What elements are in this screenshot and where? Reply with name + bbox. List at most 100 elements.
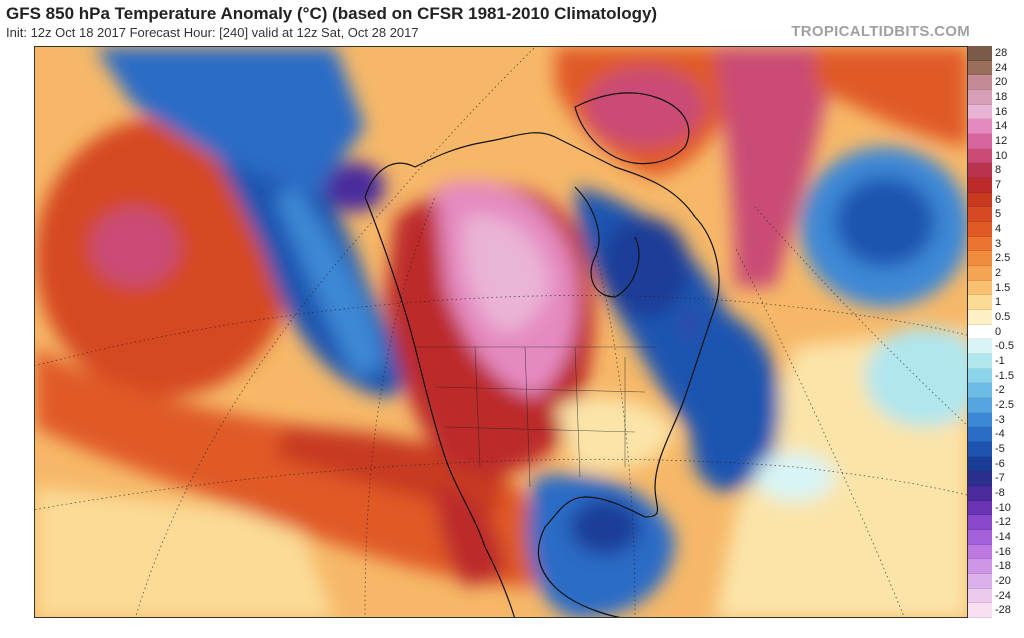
- coastlines: [364, 92, 720, 617]
- legend-label: 5: [995, 208, 1002, 221]
- legend-label: 0.5: [995, 311, 1011, 323]
- legend-label: -2.5: [995, 399, 1014, 411]
- legend-swatch: [968, 236, 992, 252]
- legend-label: 2.5: [995, 252, 1011, 265]
- anomaly-map[interactable]: [34, 46, 968, 618]
- legend-row: 7: [968, 178, 1022, 193]
- legend-swatch: [968, 75, 992, 90]
- legend-label: 0: [995, 325, 1002, 338]
- legend-label: 16: [995, 105, 1008, 118]
- legend-row: -14: [968, 530, 1022, 545]
- legend-swatch: [968, 559, 992, 574]
- legend-row: -28: [968, 603, 1022, 618]
- legend-row: -1: [968, 354, 1022, 369]
- legend-row: 1: [968, 295, 1022, 310]
- legend-row: 5: [968, 207, 1022, 222]
- legend-label: 1: [995, 296, 1002, 309]
- legend-label: -10: [995, 501, 1011, 514]
- legend-swatch: [968, 280, 992, 296]
- legend-row: -8: [968, 486, 1022, 501]
- legend-label: -1: [995, 355, 1005, 367]
- legend-row: -12: [968, 515, 1022, 530]
- legend-label: 2: [995, 267, 1002, 279]
- brand-watermark: TROPICALTIDBITS.COM: [791, 23, 970, 40]
- legend-label: -24: [995, 589, 1011, 602]
- legend-row: 16: [968, 104, 1022, 120]
- legend-label: 10: [995, 149, 1008, 162]
- legend-label: -4: [995, 428, 1005, 441]
- legend-label: -1.5: [995, 369, 1014, 382]
- legend-row: 2: [968, 266, 1022, 281]
- legend-swatch: [968, 295, 992, 310]
- legend-row: -2: [968, 383, 1022, 398]
- legend-row: 28: [968, 46, 1022, 61]
- legend-row: 14: [968, 119, 1022, 134]
- legend-row: 0.5: [968, 310, 1022, 325]
- legend-swatch: [968, 60, 992, 76]
- legend-swatch: [968, 398, 992, 413]
- legend-row: -6: [968, 456, 1022, 472]
- legend-row: -0.5: [968, 339, 1022, 354]
- legend-swatch: [968, 192, 992, 208]
- legend-label: 18: [995, 91, 1008, 103]
- legend-label: 28: [995, 47, 1008, 59]
- legend-row: 3: [968, 236, 1022, 252]
- legend-label: 6: [995, 193, 1002, 206]
- legend-swatch: [968, 104, 992, 120]
- legend-swatch: [968, 119, 992, 134]
- legend-label: -18: [995, 560, 1011, 573]
- legend-swatch: [968, 339, 992, 354]
- legend-label: 3: [995, 237, 1002, 250]
- legend-label: -28: [995, 604, 1011, 617]
- legend-swatch: [968, 354, 992, 369]
- legend-row: -10: [968, 500, 1022, 516]
- legend-label: -2: [995, 384, 1005, 397]
- legend-swatch: [968, 515, 992, 530]
- legend-swatch: [968, 90, 992, 105]
- legend-row: -24: [968, 588, 1022, 604]
- legend-label: 4: [995, 223, 1002, 235]
- legend-swatch: [968, 266, 992, 281]
- legend-label: 8: [995, 164, 1002, 177]
- legend-label: -7: [995, 472, 1005, 485]
- anomaly-field: [35, 47, 967, 617]
- legend-label: 12: [995, 135, 1008, 147]
- legend-swatch: [968, 412, 992, 428]
- legend-row: -5: [968, 442, 1022, 457]
- legend-row: -2.5: [968, 398, 1022, 413]
- legend-colorbar: 28 24 20 18 16 14 12 10 8 7 6 5 4 3 2.5 2 1.5 1 0.5 0 -0.5 -1…: [968, 46, 1022, 618]
- legend-row: -1.5: [968, 368, 1022, 384]
- graticule: [35, 47, 967, 617]
- map-title: GFS 850 hPa Temperature Anomaly (°C) (ba…: [6, 4, 658, 23]
- legend-swatch: [968, 574, 992, 589]
- legend-row: 4: [968, 222, 1022, 237]
- legend-label: -6: [995, 457, 1005, 470]
- legend-swatch: [968, 310, 992, 325]
- legend-label: -14: [995, 531, 1011, 543]
- legend-swatch: [968, 134, 992, 149]
- legend-swatch: [968, 324, 992, 340]
- map-subtitle: Init: 12z Oct 18 2017 Forecast Hour: [24…: [6, 25, 419, 40]
- legend-swatch: [968, 427, 992, 442]
- legend-row: 18: [968, 90, 1022, 105]
- legend-swatch: [968, 588, 992, 604]
- legend-swatch: [968, 222, 992, 237]
- legend-label: -20: [995, 575, 1011, 587]
- legend-row: 6: [968, 192, 1022, 208]
- legend-row: -4: [968, 427, 1022, 442]
- legend-row: 1.5: [968, 280, 1022, 296]
- legend-swatch: [968, 471, 992, 486]
- legend-label: 7: [995, 179, 1002, 191]
- legend-row: -16: [968, 544, 1022, 560]
- legend-label: -12: [995, 516, 1011, 529]
- legend-row: 24: [968, 60, 1022, 76]
- legend-row: -3: [968, 412, 1022, 428]
- legend-row: 0: [968, 324, 1022, 340]
- legend-swatch: [968, 207, 992, 222]
- legend-row: 12: [968, 134, 1022, 149]
- legend-label: 14: [995, 120, 1008, 133]
- legend-swatch: [968, 178, 992, 193]
- political-boundaries: [415, 346, 655, 488]
- legend-label: 24: [995, 61, 1008, 74]
- legend-swatch: [968, 383, 992, 398]
